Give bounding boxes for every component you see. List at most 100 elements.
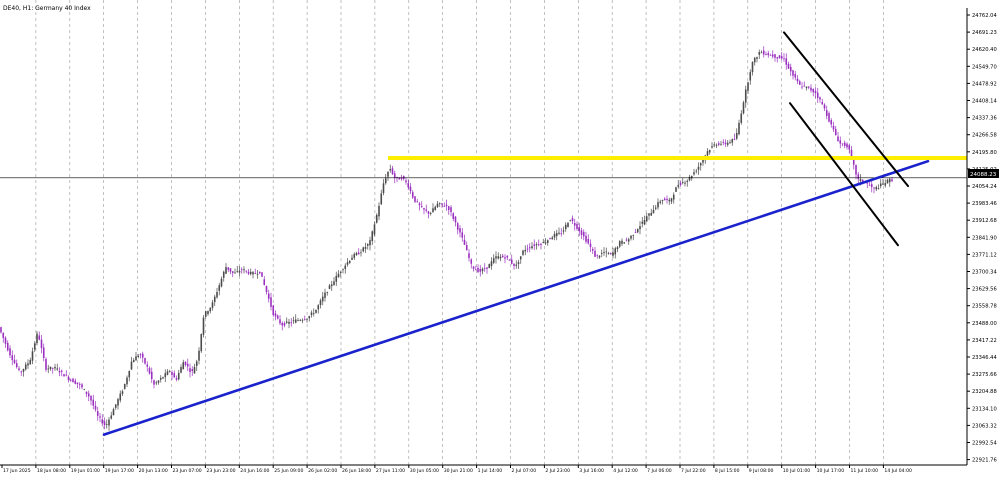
candle-body <box>186 363 189 367</box>
candle-body <box>110 415 113 419</box>
candle-body <box>873 187 875 189</box>
candle-body <box>6 342 9 351</box>
candle-body <box>567 222 569 228</box>
candle-body <box>812 88 815 93</box>
candle-body <box>353 254 356 258</box>
candle-body <box>621 240 623 244</box>
candle-body <box>317 305 320 310</box>
candle-body <box>645 216 648 222</box>
time-tick-label: 14 Jul 04:00 <box>884 468 912 474</box>
candle-body <box>243 269 245 271</box>
candle-body <box>758 52 761 55</box>
candle-body <box>479 268 482 272</box>
candle-body <box>339 271 342 274</box>
candle-body <box>310 312 313 315</box>
channel-lower-line[interactable] <box>789 102 899 247</box>
candle-body <box>825 110 828 116</box>
candle-body <box>765 54 767 55</box>
candle-body <box>792 70 794 76</box>
candle-body <box>432 208 434 213</box>
candle-body <box>351 257 353 260</box>
candle-body <box>321 296 324 302</box>
candle-body <box>81 384 83 388</box>
candle-body <box>544 242 547 244</box>
candle-body <box>108 419 110 426</box>
time-tick-label: 9 Jul 08:00 <box>749 468 774 474</box>
candle-body <box>803 85 806 87</box>
price-tick-label: 23629.56 <box>972 287 997 293</box>
candle-body <box>272 305 275 316</box>
candle-body <box>504 257 506 259</box>
candle-body <box>355 252 358 256</box>
candle-body <box>585 235 587 242</box>
candle-body <box>562 230 565 232</box>
candle-body <box>456 223 459 230</box>
candle-body <box>292 320 295 322</box>
candle-body <box>666 198 668 201</box>
candle-body <box>375 214 378 223</box>
candle-body <box>411 192 414 198</box>
candle-body <box>774 54 776 58</box>
candle-body <box>738 122 740 135</box>
candle-body <box>821 102 824 105</box>
rising-trendline[interactable] <box>102 159 930 436</box>
candle-body <box>591 248 594 251</box>
candle-body <box>416 201 419 203</box>
candle-body <box>461 232 464 238</box>
candle-body <box>576 223 578 229</box>
candle-body <box>67 376 70 380</box>
candle-body <box>135 356 137 361</box>
candle-body <box>875 187 878 190</box>
candle-body <box>787 63 790 69</box>
candle-body <box>819 97 821 100</box>
time-tick-label: 24 Jun 16:00 <box>240 468 269 474</box>
candle-body <box>438 202 441 204</box>
candle-body <box>78 383 81 385</box>
candle-body <box>769 54 772 56</box>
candle-body <box>555 232 558 237</box>
candle-body <box>159 377 162 380</box>
candle-body <box>283 323 286 326</box>
candle-body <box>684 182 686 184</box>
candle-body <box>31 351 34 361</box>
time-tick-label: 3 Jul 16:00 <box>579 468 604 474</box>
candle-body <box>470 259 473 264</box>
time-tick-label: 26 Jun 18:00 <box>342 468 371 474</box>
candle-body <box>771 54 774 57</box>
candle-body <box>315 309 317 313</box>
candle-body <box>517 262 520 265</box>
candle-body <box>312 313 315 315</box>
candle-body <box>852 158 855 165</box>
candle-body <box>882 183 884 185</box>
candle-body <box>384 178 387 184</box>
candle-body <box>173 373 176 378</box>
price-tick-label: 24266.58 <box>972 133 997 139</box>
candle-body <box>540 243 542 245</box>
candle-body <box>720 143 722 145</box>
channel-upper-line[interactable] <box>783 31 909 188</box>
candle-body <box>94 405 97 410</box>
candle-body <box>486 267 488 269</box>
candle-body <box>634 231 637 233</box>
candle-body <box>400 177 403 180</box>
candle-body <box>72 378 74 383</box>
price-tick-label: 23134.10 <box>972 406 997 412</box>
price-tick-label: 24337.36 <box>972 116 997 122</box>
candle-body <box>175 378 178 380</box>
candle-body <box>501 255 504 258</box>
candle-body <box>564 224 567 230</box>
candle-body <box>625 239 628 241</box>
candle-body <box>96 411 99 416</box>
candle-body <box>398 177 401 180</box>
candle-body <box>364 246 367 249</box>
candle-body <box>679 182 682 185</box>
time-tick-label: 10 Jul 17:00 <box>817 468 845 474</box>
candle-body <box>330 284 333 287</box>
candle-body <box>267 293 270 299</box>
candle-body <box>308 316 311 319</box>
candle-body <box>101 419 104 424</box>
price-tick-label: 24691.23 <box>972 30 997 36</box>
candle-body <box>87 393 90 397</box>
